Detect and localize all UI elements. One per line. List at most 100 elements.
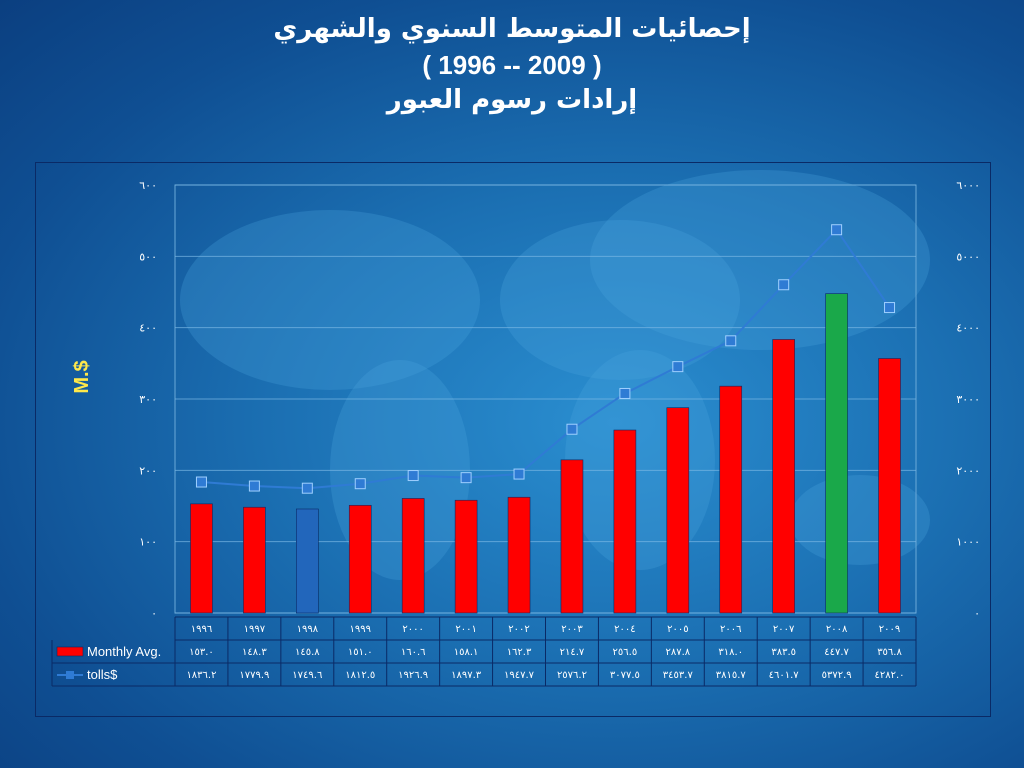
tolls-value-label: ٢٥٧٦.٢ bbox=[557, 670, 587, 681]
tolls-value-label: ٣٤٥٣.٧ bbox=[663, 670, 694, 681]
right-tick-label: ٠ bbox=[974, 607, 980, 620]
right-tick-label: ٤٠٠٠ bbox=[956, 322, 980, 335]
monthly-value-label: ١٥٣.٠ bbox=[189, 647, 214, 658]
monthly-value-label: ٣٥٦.٨ bbox=[877, 647, 902, 658]
bar bbox=[560, 459, 584, 614]
chart-title: إحصائيات المتوسط السنوي والشهري bbox=[273, 14, 751, 44]
legend-swatch-bar bbox=[56, 646, 84, 657]
bar bbox=[401, 498, 425, 614]
bar bbox=[666, 407, 690, 614]
line-series bbox=[195, 224, 896, 494]
tolls-value-label: ١٩٤٧.٧ bbox=[504, 670, 535, 681]
line-point bbox=[884, 302, 896, 314]
category-label: ١٩٩٨ bbox=[297, 624, 319, 635]
legend-swatch-line bbox=[66, 671, 74, 679]
monthly-value-label: ٢١٤.٧ bbox=[560, 647, 585, 658]
legend-label-tolls: tolls$ bbox=[87, 667, 118, 682]
monthly-value-label: ١٦٠.٦ bbox=[401, 647, 426, 658]
line-point bbox=[778, 279, 790, 291]
tolls-value-label: ١٧٧٩.٩ bbox=[239, 670, 269, 681]
monthly-value-label: ٤٤٧.٧ bbox=[824, 647, 849, 658]
data-table: ١٩٩٦ ١٩٩٧ ١٩٩٨ ١٩٩٩ ٢٠٠٠ ٢٠٠١ ٢٠٠٢ ٢٠٠٣ ٢٠٠٤ ٢٠٠٥… bbox=[51, 616, 917, 687]
category-label: ٢٠٠٧ bbox=[773, 624, 795, 635]
chart-frame bbox=[35, 162, 991, 717]
tolls-value-label: ٣٨١٥.٧ bbox=[716, 670, 747, 681]
bar bbox=[719, 385, 743, 614]
right-tick-label: ٦٠٠٠ bbox=[956, 179, 980, 192]
world-map-background bbox=[180, 170, 930, 580]
bar bbox=[772, 339, 795, 614]
line-point bbox=[195, 476, 207, 488]
category-label: ٢٠٠٤ bbox=[614, 624, 635, 635]
bar bbox=[825, 293, 848, 614]
bar-series bbox=[190, 293, 901, 614]
tolls-value-label: ١٨٩٧.٣ bbox=[451, 670, 482, 681]
left-tick-label: ١٠٠ bbox=[139, 536, 157, 549]
tolls-value-label: ١٨٣٦.٢ bbox=[186, 670, 216, 681]
chart-title-block: إحصائيات المتوسط السنوي والشهري ( 1996 -… bbox=[0, 10, 1024, 118]
category-label: ٢٠٠٦ bbox=[720, 624, 741, 635]
left-tick-label: ٦٠٠ bbox=[139, 179, 157, 192]
bar bbox=[507, 496, 531, 614]
left-tick-label: ٣٠٠ bbox=[139, 393, 157, 406]
tolls-value-label: ١٧٤٩.٦ bbox=[292, 670, 322, 681]
bar bbox=[243, 506, 266, 614]
category-label: ٢٠٠٩ bbox=[879, 624, 900, 635]
right-tick-label: ٣٠٠٠ bbox=[956, 393, 980, 406]
category-label: ١٩٩٦ bbox=[191, 624, 212, 635]
monthly-value-label: ١٦٢.٣ bbox=[507, 647, 532, 658]
category-label: ٢٠٠٠ bbox=[402, 624, 423, 635]
monthly-value-label: ٢٥٦.٥ bbox=[613, 647, 638, 658]
category-label: ١٩٩٩ bbox=[350, 624, 371, 635]
left-axis-ticks: ٠ ١٠٠ ٢٠٠ ٣٠٠ ٤٠٠ ٥٠٠ ٦٠٠ bbox=[139, 179, 157, 620]
line-point bbox=[831, 224, 843, 236]
line-point bbox=[619, 387, 631, 399]
chart-subtitle-2: إرادات رسوم العبور bbox=[386, 85, 638, 115]
bar bbox=[878, 358, 901, 614]
left-tick-label: ٠ bbox=[151, 607, 157, 620]
category-label: ٢٠٠٣ bbox=[561, 624, 583, 635]
line-point bbox=[301, 482, 313, 494]
tolls-value-label: ٤٢٨٢.٠ bbox=[875, 670, 905, 681]
right-tick-label: ٢٠٠٠ bbox=[956, 464, 980, 477]
line-point bbox=[354, 478, 366, 490]
line-point bbox=[672, 361, 684, 373]
category-label: ٢٠٠٥ bbox=[667, 624, 688, 635]
tolls-line bbox=[201, 228, 891, 490]
bar bbox=[348, 504, 372, 614]
tolls-value-label: ١٩٢٦.٩ bbox=[398, 670, 428, 681]
category-label: ٢٠٠١ bbox=[455, 624, 476, 635]
left-tick-label: ٤٠٠ bbox=[139, 322, 157, 335]
category-label: ٢٠٠٢ bbox=[508, 624, 529, 635]
tolls-value-label: ٤٦٠١.٧ bbox=[769, 670, 800, 681]
left-tick-label: ٥٠٠ bbox=[139, 250, 157, 263]
chart-subtitle: ( 1996 -- 2009 ) bbox=[422, 50, 602, 80]
category-label: ٢٠٠٨ bbox=[826, 624, 848, 635]
monthly-value-label: ٣١٨.٠ bbox=[718, 647, 743, 658]
gridlines bbox=[174, 184, 917, 614]
line-point bbox=[460, 472, 472, 484]
y-axis-label: M.$ bbox=[71, 360, 93, 393]
monthly-value-label: ١٤٥.٨ bbox=[295, 647, 320, 658]
line-point bbox=[566, 423, 578, 435]
tolls-value-label: ١٨١٢.٥ bbox=[345, 670, 375, 681]
line-point bbox=[248, 480, 260, 492]
bar bbox=[613, 429, 637, 614]
line-point bbox=[407, 470, 419, 482]
tolls-value-label: ٣٠٧٧.٥ bbox=[610, 670, 640, 681]
right-axis-ticks: ٠ ١٠٠٠ ٢٠٠٠ ٣٠٠٠ ٤٠٠٠ ٥٠٠٠ ٦٠٠٠ bbox=[956, 179, 980, 620]
right-tick-label: ١٠٠٠ bbox=[956, 536, 980, 549]
tolls-value-label: ٥٣٧٢.٩ bbox=[822, 670, 852, 681]
monthly-value-label: ٣٨٣.٥ bbox=[771, 647, 796, 658]
line-point bbox=[725, 335, 737, 347]
monthly-value-label: ١٥١.٠ bbox=[348, 647, 373, 658]
bar bbox=[454, 499, 478, 614]
category-label: ١٩٩٧ bbox=[244, 624, 266, 635]
monthly-value-label: ١٥٨.١ bbox=[454, 647, 479, 658]
monthly-value-label: ١٤٨.٣ bbox=[242, 647, 267, 658]
legend-label-monthly: Monthly Avg. bbox=[87, 644, 161, 659]
monthly-value-label: ٢٨٧.٨ bbox=[665, 647, 690, 658]
right-tick-label: ٥٠٠٠ bbox=[956, 250, 980, 263]
bar bbox=[296, 508, 319, 614]
